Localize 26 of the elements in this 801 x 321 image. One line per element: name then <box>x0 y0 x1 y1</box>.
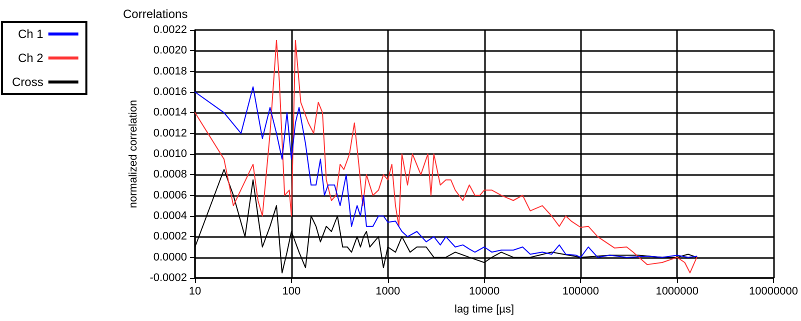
y-tick-label: -0.0002 <box>150 272 187 284</box>
legend-label: Ch 1 <box>18 27 44 41</box>
y-tick-label: 0.0002 <box>153 230 187 243</box>
x-tick-label: 100000 <box>562 286 600 298</box>
x-tick-label: 10000000 <box>749 286 798 298</box>
legend-label: Cross <box>12 75 44 89</box>
y-tick-label: 0.0006 <box>153 189 187 202</box>
chart-title: Correlations <box>123 7 188 21</box>
y-tick-label: 0.0004 <box>153 210 187 222</box>
y-tick-label: 0.0020 <box>153 44 187 57</box>
y-tick-label: 0.0010 <box>153 148 187 160</box>
y-tick-label: 0.0022 <box>153 24 187 36</box>
x-tick-label: 10000 <box>468 286 500 298</box>
y-tick-label: 0.0014 <box>153 106 187 119</box>
y-tick-label: 0.0008 <box>153 168 187 181</box>
y-tick-label: 0.0000 <box>153 251 187 264</box>
legend-label: Ch 2 <box>18 51 44 65</box>
x-tick-label: 10 <box>188 286 202 298</box>
y-axis-title: normalized correlation <box>127 100 140 208</box>
x-axis-title: lag time [µs] <box>454 304 514 316</box>
x-tick-label: 1000000 <box>656 286 699 298</box>
y-tick-label: 0.0018 <box>153 65 187 78</box>
x-tick-label: 1000 <box>376 286 400 298</box>
y-tick-label: 0.0016 <box>153 86 187 98</box>
x-tick-label: 100 <box>282 286 301 298</box>
y-tick-label: 0.0012 <box>153 127 187 140</box>
